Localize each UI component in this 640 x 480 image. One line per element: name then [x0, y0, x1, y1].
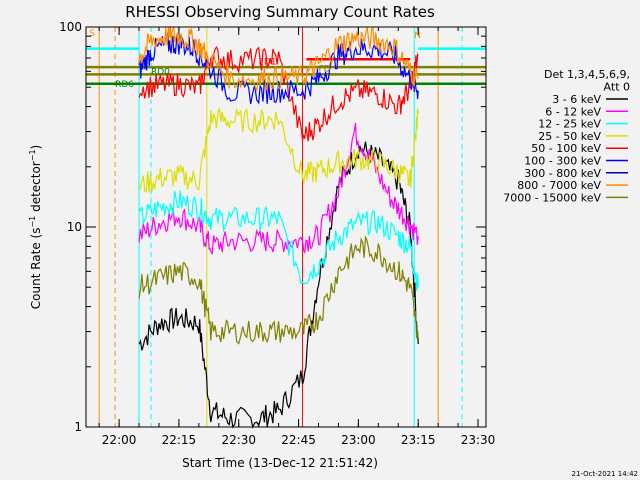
legend-label-3: 25 - 50 keV — [538, 130, 601, 143]
annotation-3: FD1 — [259, 57, 277, 67]
annotation-2: RD6 — [115, 80, 134, 90]
data-series — [138, 26, 419, 429]
annotation-5: N — [414, 31, 421, 41]
legend-label-2: 12 - 25 keV — [538, 118, 601, 131]
y-tick-label-1: 10 — [67, 220, 82, 234]
legend-label-5: 100 - 300 keV — [524, 155, 601, 168]
series-line-6 — [138, 26, 419, 92]
x-tick-label-1: 22:15 — [162, 433, 197, 447]
legend-label-8: 7000 - 15000 keV — [503, 191, 601, 204]
x-tick-label-2: 22:30 — [221, 433, 256, 447]
x-tick-label-6: 23:30 — [461, 433, 496, 447]
y-axis-label: Count Rate (s−1 detector−1) — [28, 145, 43, 309]
plot-area: S RD0 RD6 FD1 FD N — [85, 26, 487, 429]
legend-header-1: Att 0 — [604, 81, 630, 94]
legend-label-6: 300 - 800 keV — [524, 167, 601, 180]
legend-label-0: 3 - 6 keV — [552, 93, 601, 106]
x-axis-label: Start Time (13-Dec-12 21:51:42) — [182, 456, 378, 470]
y-axis-label-end: ) — [29, 145, 43, 150]
series-line-7 — [138, 235, 419, 345]
legend-header-0: Det 1,3,4,5,6,9, — [544, 68, 630, 81]
x-tick-label-5: 23:15 — [401, 433, 436, 447]
annotation-1: RD0 — [151, 67, 170, 77]
chart-title: RHESSI Observing Summary Count Rates — [125, 3, 435, 21]
x-axis: 22:00 22:15 22:30 22:45 23:00 23:15 23:30 — [98, 27, 496, 447]
y-axis-label-mid: detector — [29, 161, 43, 216]
series-line-0 — [138, 141, 419, 429]
y-tick-label-0: 1 — [74, 420, 82, 434]
x-tick-label-3: 22:45 — [281, 433, 316, 447]
footer-timestamp: 21-Oct-2021 14:42 — [572, 470, 638, 478]
x-tick-label-4: 23:00 — [341, 433, 376, 447]
annotation-0: S — [89, 29, 95, 39]
legend-label-4: 50 - 100 keV — [531, 142, 601, 155]
series-line-2 — [138, 190, 419, 291]
annotation-4: FD — [319, 64, 331, 74]
y-axis: 1 10 100 — [59, 20, 486, 434]
legend-label-7: 800 - 7000 keV — [517, 179, 601, 192]
y-tick-label-2: 100 — [59, 20, 82, 34]
series-line-4 — [138, 46, 419, 142]
x-tick-label-0: 22:00 — [102, 433, 137, 447]
series-line-5 — [138, 32, 419, 105]
y-axis-label-main: Count Rate (s — [29, 228, 43, 310]
y-axis-label-sup1: −1 — [28, 216, 37, 228]
series-line-3 — [138, 106, 419, 194]
annotations: S RD0 RD6 FD1 FD N — [89, 29, 421, 90]
vertical-markers — [98, 27, 463, 427]
legend-label-1: 6 - 12 keV — [545, 105, 601, 118]
y-axis-label-sup2: −1 — [28, 149, 37, 161]
